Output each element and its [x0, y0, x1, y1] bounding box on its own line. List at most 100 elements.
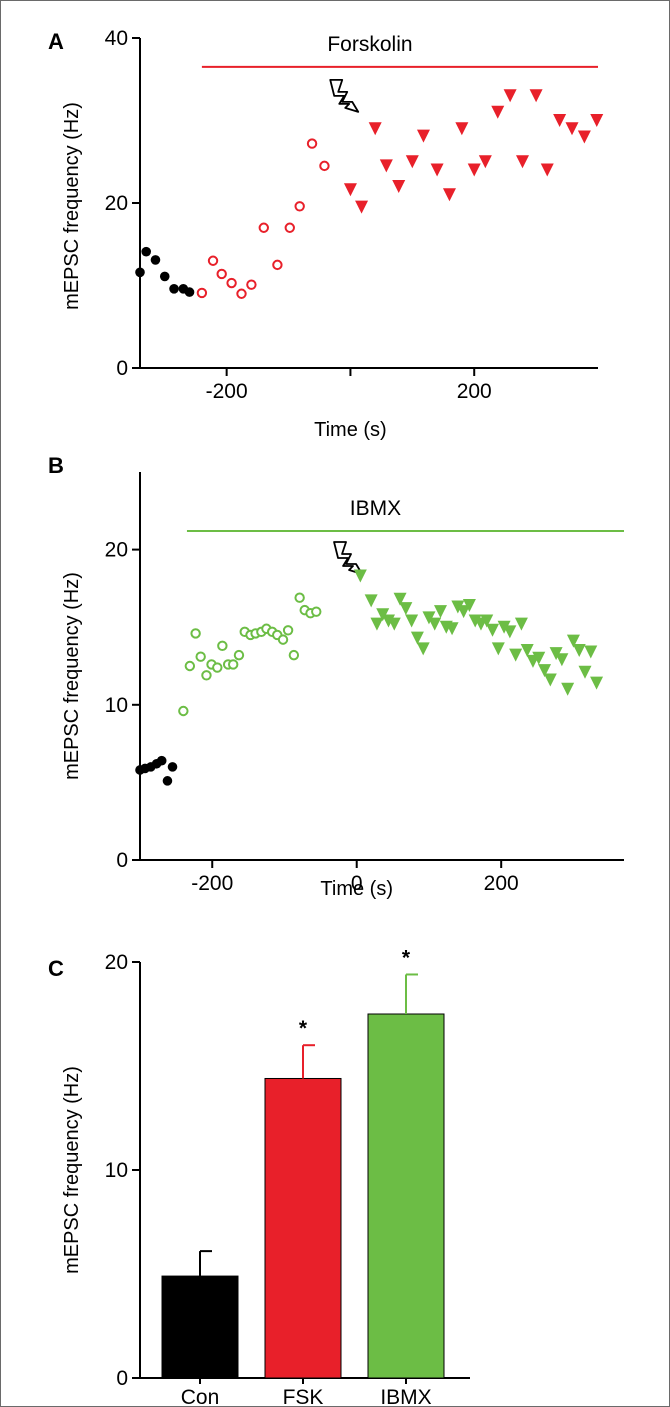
data-point	[216, 268, 227, 280]
data-point	[156, 755, 167, 766]
y-axis-title: mEPSC frequency (Hz)	[61, 572, 83, 780]
data-point	[497, 620, 511, 634]
data-point	[555, 653, 569, 667]
data-point	[246, 279, 257, 290]
data-point	[457, 605, 471, 619]
data-point	[353, 569, 367, 583]
data-point	[503, 625, 517, 639]
data-point	[503, 89, 517, 103]
y-tick-label: 20	[105, 192, 128, 215]
x-tick-label: 0	[351, 872, 363, 895]
data-point	[284, 222, 295, 233]
y-tick-label: 20	[105, 539, 128, 562]
data-point	[529, 89, 543, 103]
data-point	[288, 649, 300, 661]
data-point	[442, 188, 456, 202]
x-tick-label: -200	[191, 872, 233, 895]
y-tick-label: 10	[105, 694, 128, 717]
data-point	[311, 606, 322, 617]
data-point	[184, 287, 195, 297]
data-point	[294, 592, 305, 603]
data-point	[491, 105, 505, 119]
significance-marker: *	[299, 1017, 308, 1040]
data-point	[141, 246, 151, 257]
data-point	[162, 776, 173, 786]
data-point	[455, 122, 469, 136]
y-tick-label: 0	[116, 357, 128, 380]
data-point	[306, 138, 318, 149]
data-point	[368, 122, 382, 136]
data-point	[392, 180, 406, 193]
y-tick-label: 20	[105, 951, 128, 974]
panel-c-chart: C 0 10 20 mEPSC frequency (Hz) Con FSK * IBMX *	[48, 946, 470, 1407]
data-point	[480, 614, 494, 628]
lightning-bolt-icon	[333, 541, 363, 575]
data-point	[227, 659, 239, 670]
data-point	[282, 625, 294, 636]
data-point	[195, 651, 206, 662]
drug-label: Forskolin	[327, 33, 412, 56]
data-point	[135, 267, 145, 278]
data-point	[561, 682, 575, 696]
y-tick-label: 0	[116, 849, 128, 872]
data-point	[509, 648, 523, 662]
category-label: Con	[181, 1386, 220, 1407]
data-point	[399, 602, 413, 616]
data-point	[370, 617, 384, 631]
data-point	[553, 114, 567, 127]
data-point	[572, 643, 586, 657]
data-point	[445, 622, 459, 636]
data-point	[169, 284, 179, 294]
data-point	[543, 673, 557, 687]
data-point	[364, 594, 378, 608]
data-point	[190, 628, 201, 639]
data-point	[277, 634, 289, 645]
data-point	[201, 670, 212, 681]
panel-letter-a: A	[48, 29, 64, 54]
y-tick-label: 40	[105, 27, 128, 50]
bar	[161, 1275, 239, 1379]
x-axis-title: Time (s)	[320, 878, 393, 900]
lightning-bolt-icon	[329, 78, 360, 113]
data-point	[590, 676, 604, 690]
data-point	[478, 155, 492, 169]
y-tick-label: 0	[116, 1367, 128, 1390]
data-point	[355, 200, 369, 214]
x-tick-label: -200	[206, 380, 248, 403]
panel-a-chart: A 0 20 40 -200 200 mEPSC frequency (Hz) Time (…	[48, 27, 604, 441]
data-point	[520, 643, 534, 657]
data-point	[258, 222, 269, 233]
data-point	[584, 645, 598, 659]
data-point	[212, 662, 223, 673]
data-point	[451, 600, 465, 614]
bar	[367, 1013, 445, 1379]
data-point	[514, 617, 528, 631]
category-label: FSK	[283, 1386, 324, 1407]
data-point	[178, 705, 189, 717]
data-point	[577, 130, 591, 144]
data-point	[538, 664, 552, 678]
data-point	[236, 288, 247, 299]
data-point	[540, 163, 554, 177]
data-point	[434, 605, 448, 619]
panel-letter-c: C	[48, 956, 64, 981]
data-point	[486, 623, 500, 637]
data-point	[319, 160, 330, 172]
data-point	[491, 642, 505, 656]
x-tick-label: 200	[484, 872, 519, 895]
data-point	[294, 201, 305, 212]
data-point	[217, 640, 228, 652]
data-point	[405, 614, 419, 628]
data-point	[462, 598, 476, 612]
x-tick-label: 200	[457, 380, 492, 403]
data-point	[150, 255, 161, 265]
data-point	[393, 592, 407, 606]
panel-letter-b: B	[48, 453, 64, 478]
data-point	[565, 122, 579, 136]
data-point	[590, 114, 604, 127]
data-point	[387, 617, 401, 631]
x-axis-title: Time (s)	[314, 419, 387, 441]
data-point	[410, 631, 424, 645]
panel-b-chart: B 0 10 20 -200 0 200 mEPSC frequency (Hz) Time …	[48, 453, 624, 900]
